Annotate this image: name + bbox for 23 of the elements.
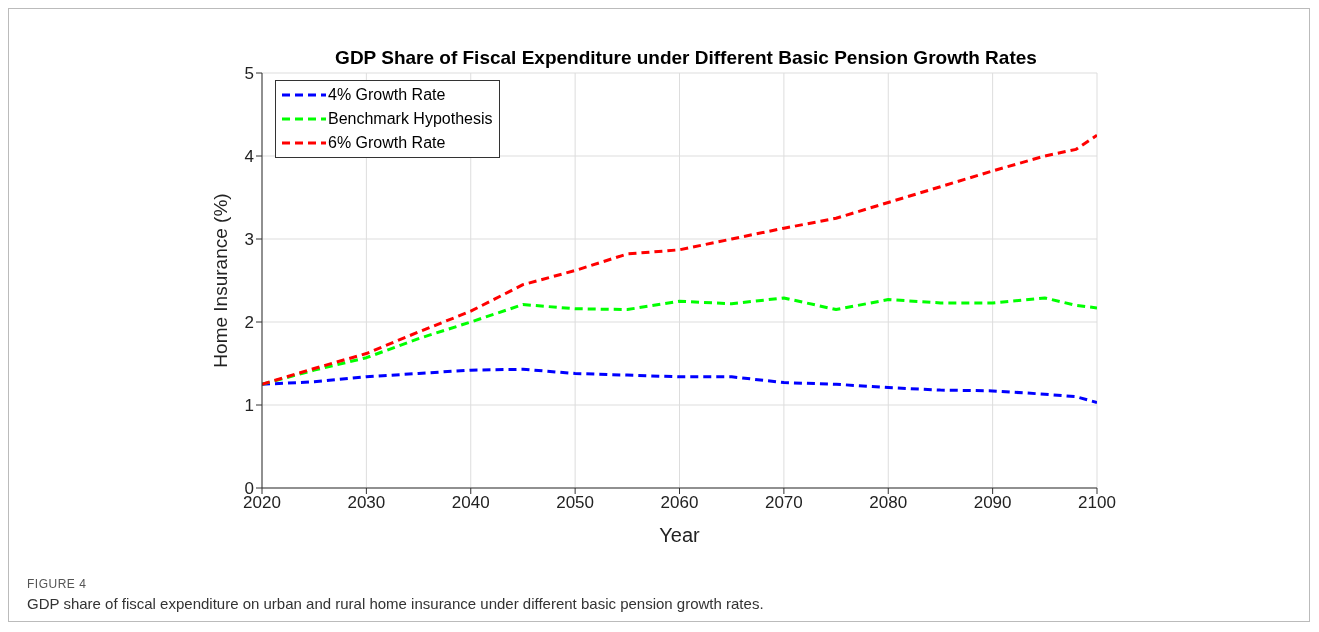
y-tick-label: 4 [244,147,254,167]
x-tick-label: 2060 [660,493,699,513]
x-tick-label: 2100 [1078,493,1116,513]
legend-label: Benchmark Hypothesis [328,110,493,128]
y-axis-title: Home Insurance (%) [209,193,231,368]
chart-title: GDP Share of Fiscal Expenditure under Different Basic Pension Growth Rates [334,47,1038,69]
x-tick-label: 2070 [764,493,803,513]
x-tick-label: 2090 [973,493,1012,513]
legend-label: 4% Growth Rate [328,86,446,104]
text: GDP share of fiscal expenditure on urban and rural home insurance under different basic pension growth rates. [27,595,764,612]
line-series [262,367,1097,405]
x-axis-title: Year [659,524,701,546]
x-tick-label: 2050 [556,493,595,513]
legend-label: 6% Growth Rate [328,134,446,152]
line-series [262,133,1097,386]
x-tick-label: 2040 [451,493,490,513]
y-tick-label: 2 [244,313,254,333]
x-tick-label: 2030 [347,493,386,513]
y-tick-label: 1 [244,396,254,416]
caption: FIGURE 4 [27,577,87,591]
x-tick-label: 2080 [869,493,908,513]
y-tick-label: 3 [244,230,254,250]
y-tick-label: 5 [244,64,254,84]
